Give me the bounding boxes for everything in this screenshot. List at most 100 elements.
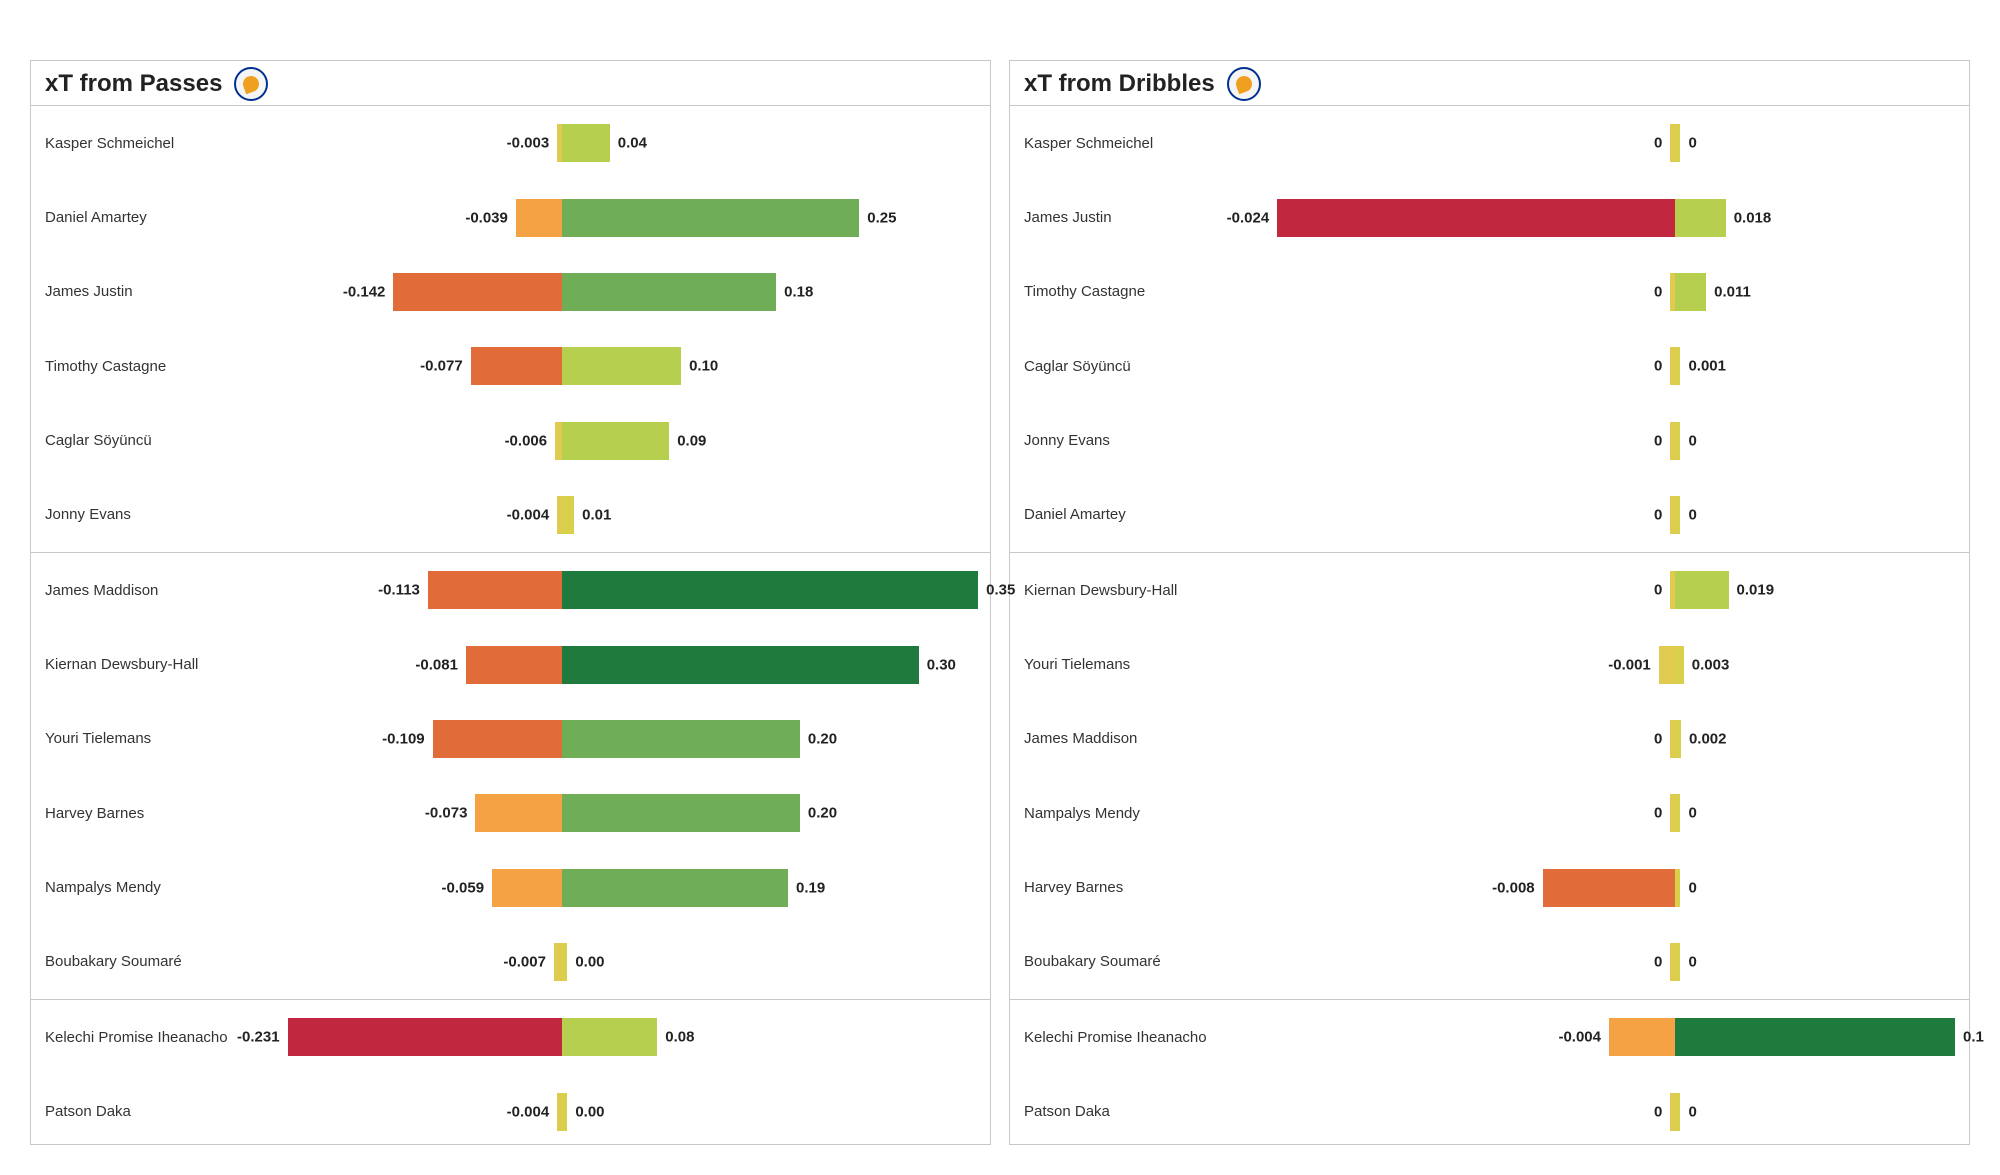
bar-positive xyxy=(1675,646,1683,684)
player-name: Kasper Schmeichel xyxy=(31,135,265,152)
bar-negative xyxy=(1609,1018,1675,1056)
player-row: Jonny Evans-0.0040.01 xyxy=(31,478,990,552)
bar-negative xyxy=(393,273,562,311)
bar-positive xyxy=(1675,124,1680,162)
value-label-positive: 0.19 xyxy=(796,879,825,896)
value-label-negative: 0 xyxy=(1654,730,1662,747)
value-label-negative: 0 xyxy=(1654,432,1662,449)
value-label-positive: 0 xyxy=(1688,879,1696,896)
bar-area: -0.004 0.00 xyxy=(265,1074,990,1148)
player-row: Caglar Söyüncü00.001 xyxy=(1010,329,1969,403)
value-label-positive: 0 xyxy=(1688,135,1696,152)
value-label-negative: -0.059 xyxy=(442,879,485,896)
value-label-positive: 0.18 xyxy=(784,283,813,300)
bar-area: -0.003 0.04 xyxy=(265,106,990,180)
bar-area: -0.008 0 xyxy=(1244,850,1969,924)
player-row: Patson Daka00 xyxy=(1010,1074,1969,1148)
player-name: Kasper Schmeichel xyxy=(1010,135,1244,152)
panel-title: xT from Dribbles xyxy=(1024,70,1215,98)
value-label-positive: 0 xyxy=(1688,432,1696,449)
value-label-positive: 0.019 xyxy=(1737,582,1775,599)
value-label-positive: 0.011 xyxy=(1714,283,1751,300)
bar-positive xyxy=(562,273,776,311)
row-group: James Maddison-0.1130.35Kiernan Dewsbury… xyxy=(31,552,990,999)
bar-positive xyxy=(562,646,918,684)
player-name: Kiernan Dewsbury-Hall xyxy=(1010,582,1244,599)
bar-area: 00 xyxy=(1244,776,1969,850)
bar-area: -0.2310.08 xyxy=(265,1000,990,1074)
player-row: Kelechi Promise Iheanacho-0.2310.08 xyxy=(31,1000,990,1074)
groups-container: Kasper Schmeichel00James Justin-0.0240.0… xyxy=(1010,105,1969,1149)
player-row: Harvey Barnes-0.0730.20 xyxy=(31,776,990,850)
player-name: Youri Tielemans xyxy=(1010,656,1244,673)
bar-negative xyxy=(492,869,562,907)
bar-negative xyxy=(1543,869,1676,907)
team-crest-icon xyxy=(234,67,268,101)
value-label-positive: 0.00 xyxy=(575,953,604,970)
player-name: Kelechi Promise Iheanacho xyxy=(31,1029,265,1046)
bar-positive xyxy=(562,347,681,385)
bar-area: -0.0040.01 xyxy=(265,478,990,552)
player-name: James Justin xyxy=(1010,209,1244,226)
value-label-negative: -0.109 xyxy=(382,730,425,747)
bar-positive xyxy=(562,199,859,237)
player-row: Nampalys Mendy-0.0590.19 xyxy=(31,850,990,924)
value-label-positive: 0.04 xyxy=(618,135,647,152)
bar-area: -0.0040.1 xyxy=(1244,1000,1969,1074)
player-name: James Maddison xyxy=(31,582,265,599)
player-row: Timothy Castagne 0 0.011 xyxy=(1010,255,1969,329)
bar-positive xyxy=(1675,199,1725,237)
value-label-positive: 0.30 xyxy=(927,656,956,673)
bar-positive xyxy=(562,943,567,981)
value-label-negative: -0.003 xyxy=(507,135,550,152)
value-label-negative: -0.004 xyxy=(1558,1029,1601,1046)
value-label-negative: -0.142 xyxy=(343,283,386,300)
value-label-negative: 0 xyxy=(1654,135,1662,152)
bar-positive xyxy=(1675,720,1681,758)
player-name: Nampalys Mendy xyxy=(1010,805,1244,822)
bar-positive xyxy=(562,496,574,534)
player-row: Harvey Barnes-0.0080 xyxy=(1010,850,1969,924)
player-name: Harvey Barnes xyxy=(31,805,265,822)
player-name: Daniel Amartey xyxy=(1010,506,1244,523)
value-label-positive: 0 xyxy=(1688,805,1696,822)
value-label-negative: -0.001 xyxy=(1608,656,1651,673)
row-group: Kasper Schmeichel 0 0 James Justin-0.0240.0… xyxy=(1010,105,1969,552)
value-label-negative: -0.004 xyxy=(507,1103,550,1120)
value-label-negative: 0 xyxy=(1654,283,1662,300)
player-name: Jonny Evans xyxy=(1010,432,1244,449)
bar-area: 00.002 xyxy=(1244,702,1969,776)
bar-area: 00.001 xyxy=(1244,329,1969,403)
player-name: James Maddison xyxy=(1010,730,1244,747)
row-group: Kelechi Promise Iheanacho-0.2310.08 Patso… xyxy=(31,999,990,1149)
value-label-negative: -0.113 xyxy=(378,582,420,599)
bar-area: -0.0240.018 xyxy=(1244,180,1969,254)
value-label-negative: -0.039 xyxy=(465,209,508,226)
player-row: Kiernan Dewsbury-Hall-0.0810.30 xyxy=(31,627,990,701)
player-name: Kiernan Dewsbury-Hall xyxy=(31,656,265,673)
bar-negative xyxy=(475,794,562,832)
value-label-negative: -0.077 xyxy=(420,358,463,375)
value-label-negative: 0 xyxy=(1654,1103,1662,1120)
value-label-positive: 0.00 xyxy=(575,1103,604,1120)
value-label-positive: 0.018 xyxy=(1734,209,1772,226)
value-label-positive: 0 xyxy=(1688,953,1696,970)
player-name: Timothy Castagne xyxy=(31,358,265,375)
bar-negative xyxy=(433,720,563,758)
value-label-negative: -0.008 xyxy=(1492,879,1535,896)
player-name: Patson Daka xyxy=(1010,1103,1244,1120)
bar-area: -0.077 0.10 xyxy=(265,329,990,403)
value-label-positive: 0.10 xyxy=(689,358,718,375)
panel-title: xT from Passes xyxy=(45,70,222,98)
bar-positive xyxy=(1675,943,1680,981)
value-label-positive: 0.1 xyxy=(1963,1029,1984,1046)
bar-positive xyxy=(562,571,978,609)
player-name: Timothy Castagne xyxy=(1010,283,1244,300)
player-name: James Justin xyxy=(31,283,265,300)
player-name: Youri Tielemans xyxy=(31,730,265,747)
bar-negative xyxy=(288,1018,563,1056)
row-group: Kelechi Promise Iheanacho-0.0040.1Patson… xyxy=(1010,999,1969,1149)
player-name: Patson Daka xyxy=(31,1103,265,1120)
bar-positive xyxy=(562,422,669,460)
bar-negative xyxy=(428,571,562,609)
